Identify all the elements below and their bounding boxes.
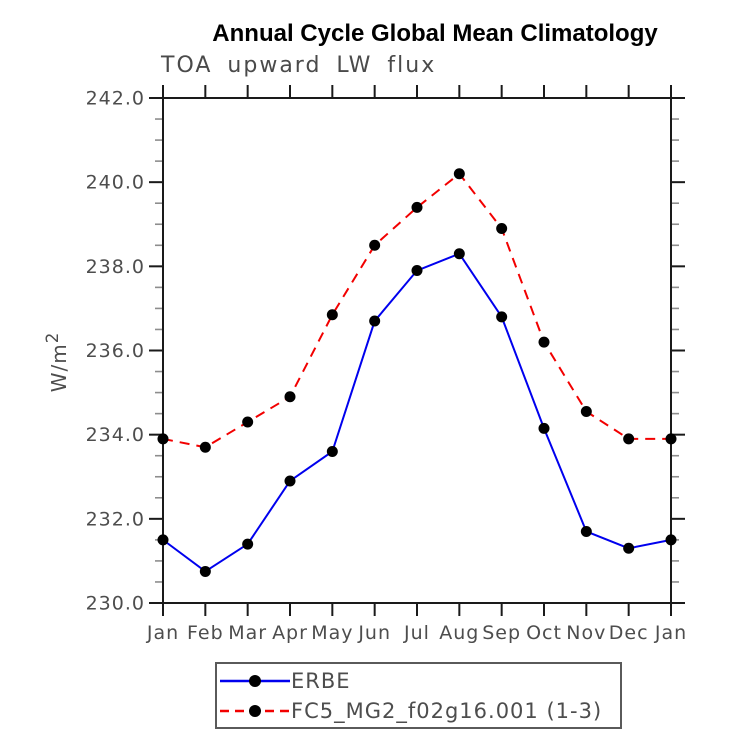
data-point-marker: [623, 433, 635, 445]
x-tick-label: Nov: [566, 622, 606, 644]
x-tick-label: Jun: [357, 622, 391, 644]
data-point-marker: [623, 542, 635, 554]
legend-marker-dot-icon: [249, 674, 261, 687]
y-axis-label-sup: 2: [43, 331, 63, 344]
legend-item-erbe: ERBE: [219, 666, 620, 696]
y-tick-label: 240.0: [86, 172, 145, 194]
legend-item-fc5: FC5_MG2_f02g16.001 (1-3): [219, 696, 620, 726]
y-tick-label: 230.0: [86, 593, 145, 615]
data-point-marker: [157, 534, 169, 546]
data-point-marker: [242, 416, 254, 428]
data-point-marker: [453, 168, 465, 180]
data-point-marker: [453, 248, 465, 260]
y-tick-label: 242.0: [86, 88, 145, 110]
data-point-marker: [538, 336, 550, 348]
y-axis-label: W/m2: [43, 332, 71, 393]
data-point-marker: [496, 222, 508, 234]
x-tick-label: Oct: [526, 622, 562, 644]
data-point-marker: [369, 315, 381, 327]
x-tick-label: Aug: [439, 622, 479, 644]
x-tick-label: Apr: [272, 622, 308, 644]
data-point-marker: [199, 441, 211, 453]
y-tick-label: 234.0: [86, 424, 145, 446]
x-tick-label: Sep: [482, 622, 521, 644]
legend-item-label: FC5_MG2_f02g16.001 (1-3): [291, 698, 603, 723]
data-point-marker: [284, 391, 296, 403]
y-tick-label: 236.0: [86, 340, 145, 362]
data-point-marker: [199, 565, 211, 577]
x-tick-label: May: [311, 622, 353, 644]
x-tick-label: Jan: [654, 622, 687, 644]
x-tick-label: Mar: [228, 622, 267, 644]
data-point-marker: [580, 406, 592, 418]
chart-subtitle: TOA upward LW flux: [161, 53, 437, 78]
series-line-1: [162, 172, 671, 449]
data-point-marker: [411, 201, 423, 213]
x-tick-label: Jul: [403, 622, 430, 644]
x-tick-label: Jan: [146, 622, 179, 644]
y-tick-label: 232.0: [86, 508, 145, 530]
x-tick-label: Feb: [187, 622, 224, 644]
data-point-marker: [665, 534, 677, 546]
data-point-marker: [665, 433, 677, 445]
chart-title: Annual Cycle Global Mean Climatology: [212, 20, 658, 47]
data-point-marker: [284, 475, 296, 487]
data-point-marker: [411, 265, 423, 277]
plot-frame: [162, 97, 672, 604]
data-point-marker: [580, 525, 592, 537]
data-point-marker: [369, 239, 381, 251]
y-axis-label-text: W/m: [46, 343, 71, 393]
legend-marker-dot-icon: [249, 704, 261, 717]
legend-box: ERBE FC5_MG2_f02g16.001 (1-3): [215, 662, 622, 729]
data-point-marker: [326, 309, 338, 321]
data-point-marker: [538, 422, 550, 434]
legend-item-label: ERBE: [291, 668, 351, 693]
data-point-marker: [496, 311, 508, 323]
series-line-0: [162, 252, 672, 573]
legend-line-sample-solid: [220, 674, 290, 687]
legend-line-sample-dashed: [220, 704, 290, 717]
data-point-marker: [242, 538, 254, 550]
y-tick-label: 238.0: [86, 256, 145, 278]
data-point-marker: [157, 433, 169, 445]
data-point-marker: [326, 446, 338, 457]
x-tick-label: Dec: [609, 622, 649, 644]
